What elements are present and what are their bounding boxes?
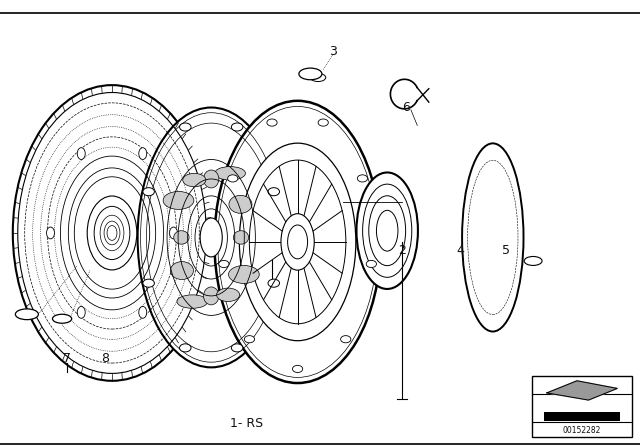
Ellipse shape xyxy=(357,175,367,182)
Ellipse shape xyxy=(268,188,280,196)
Ellipse shape xyxy=(170,227,177,239)
Ellipse shape xyxy=(228,266,259,284)
Ellipse shape xyxy=(229,195,252,213)
Text: 4: 4 xyxy=(457,244,465,258)
Ellipse shape xyxy=(214,101,381,383)
Ellipse shape xyxy=(231,123,243,131)
Text: 2: 2 xyxy=(398,244,406,258)
Ellipse shape xyxy=(376,211,398,251)
Ellipse shape xyxy=(139,148,147,159)
Ellipse shape xyxy=(143,279,154,287)
Ellipse shape xyxy=(143,188,154,196)
Ellipse shape xyxy=(100,215,124,251)
Ellipse shape xyxy=(228,175,238,182)
Ellipse shape xyxy=(524,256,542,265)
Ellipse shape xyxy=(239,143,356,340)
Ellipse shape xyxy=(163,191,194,209)
Ellipse shape xyxy=(318,119,328,126)
Ellipse shape xyxy=(356,172,418,289)
Text: 5: 5 xyxy=(502,244,509,258)
Ellipse shape xyxy=(310,73,326,82)
Ellipse shape xyxy=(281,214,314,270)
Bar xyxy=(532,376,632,437)
Ellipse shape xyxy=(94,207,130,259)
Ellipse shape xyxy=(107,226,117,240)
Ellipse shape xyxy=(177,295,208,308)
Ellipse shape xyxy=(200,218,222,257)
Ellipse shape xyxy=(268,279,280,287)
Text: 3: 3 xyxy=(329,45,337,58)
Ellipse shape xyxy=(138,108,285,367)
Ellipse shape xyxy=(180,123,191,131)
Ellipse shape xyxy=(170,262,193,280)
Ellipse shape xyxy=(104,221,120,245)
Ellipse shape xyxy=(287,225,308,259)
Ellipse shape xyxy=(366,260,376,267)
Ellipse shape xyxy=(299,68,322,80)
Ellipse shape xyxy=(77,306,85,318)
Ellipse shape xyxy=(219,260,229,267)
Ellipse shape xyxy=(234,231,249,244)
Ellipse shape xyxy=(15,309,38,320)
Ellipse shape xyxy=(180,344,191,352)
Ellipse shape xyxy=(292,366,303,373)
Ellipse shape xyxy=(204,287,219,305)
Ellipse shape xyxy=(462,143,524,332)
Text: 00152282: 00152282 xyxy=(563,426,601,435)
Ellipse shape xyxy=(13,85,211,381)
Ellipse shape xyxy=(244,336,255,343)
Ellipse shape xyxy=(77,148,85,159)
Ellipse shape xyxy=(340,336,351,343)
Ellipse shape xyxy=(369,196,406,266)
Text: 7: 7 xyxy=(63,352,71,365)
Text: 1- RS: 1- RS xyxy=(230,417,263,430)
Ellipse shape xyxy=(214,167,245,180)
Ellipse shape xyxy=(267,119,277,126)
Text: 6: 6 xyxy=(403,101,410,114)
Ellipse shape xyxy=(47,227,54,239)
Text: 8: 8 xyxy=(102,352,109,365)
Ellipse shape xyxy=(139,306,147,318)
Ellipse shape xyxy=(173,231,189,244)
Ellipse shape xyxy=(231,344,243,352)
Ellipse shape xyxy=(52,314,72,323)
Bar xyxy=(544,412,620,421)
Ellipse shape xyxy=(183,173,206,187)
Polygon shape xyxy=(547,381,617,400)
Ellipse shape xyxy=(204,170,219,188)
Ellipse shape xyxy=(216,288,239,302)
Ellipse shape xyxy=(87,196,137,270)
